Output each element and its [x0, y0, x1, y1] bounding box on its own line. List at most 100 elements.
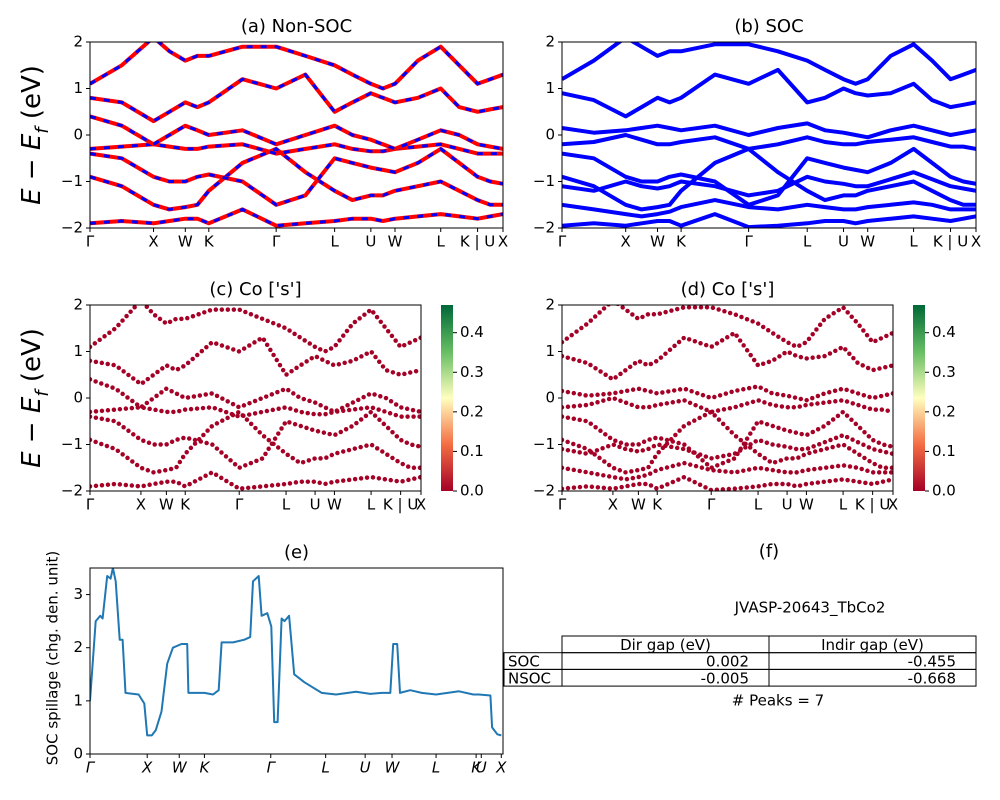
panel-title: (d) Co ['s']: [681, 279, 775, 300]
table-value: -0.005: [701, 669, 749, 687]
band-dots: [90, 334, 421, 387]
x-tick-label: X: [141, 759, 153, 777]
plot-area: [90, 305, 421, 491]
panel-title: (f): [759, 541, 779, 562]
y-tick-label: −2: [533, 219, 555, 237]
x-tick-label: L: [437, 233, 446, 251]
band-dots: [90, 305, 421, 354]
colorbar-tick-label: 0.4: [460, 323, 484, 341]
colorbar-tick-label: 0.3: [460, 363, 484, 381]
y-axis-label-part: E − E: [17, 133, 47, 205]
x-tick-label: U: [782, 496, 793, 514]
y-tick-label: 2: [73, 296, 83, 314]
x-tick-label: W: [327, 496, 342, 514]
colorbar: [913, 305, 925, 491]
x-tick-label: X: [888, 496, 898, 514]
y-tick-label: −2: [61, 219, 83, 237]
x-tick-label: L: [330, 233, 339, 251]
colorbar: [441, 305, 453, 491]
band-dots: [562, 474, 893, 491]
y-tick-label: 2: [545, 296, 555, 314]
table-value: -0.455: [908, 653, 956, 671]
band-dots: [90, 404, 421, 419]
y-tick-label: 1: [545, 342, 555, 360]
x-tick-label: X: [608, 496, 618, 514]
x-tick-label: L: [282, 496, 291, 514]
x-tick-label: K | U: [460, 233, 495, 251]
y-tick-label: 2: [73, 33, 83, 51]
table-value: -0.668: [908, 669, 956, 687]
band-dots: [562, 408, 893, 471]
x-tick-label: W: [799, 496, 814, 514]
y-tick-label: 0: [73, 126, 83, 144]
x-tick-label: U: [838, 233, 849, 251]
y-tick-label: −2: [61, 482, 83, 500]
x-tick-label: L: [803, 233, 812, 251]
panel-title: (e): [284, 542, 309, 563]
band-dots: [90, 469, 421, 491]
band-line: [90, 114, 503, 151]
table-header: Dir gap (eV): [620, 636, 711, 654]
x-tick-label: U: [360, 759, 371, 777]
axes-frame: [89, 304, 422, 492]
y-tick-label: 2: [545, 33, 555, 51]
panel-title: (a) Non-SOC: [241, 16, 352, 37]
band-dash: [90, 207, 503, 228]
y-axis-label: E − Ef (eV): [17, 328, 53, 468]
x-tick-label: Γ: [272, 233, 281, 251]
panel-title: (c) Co ['s']: [209, 279, 301, 300]
x-tick-label: Γ: [86, 759, 96, 777]
x-tick-label: K: [199, 759, 210, 777]
x-tick-label: K: [676, 233, 687, 251]
band-line: [90, 72, 503, 124]
x-tick-label: K | U: [933, 233, 968, 251]
band-line: [562, 146, 976, 212]
band-line: [90, 42, 503, 91]
y-tick-label: 1: [73, 79, 83, 97]
y-tick-label: 1: [545, 79, 555, 97]
x-tick-label: X: [136, 496, 146, 514]
band-dots: [562, 432, 893, 461]
x-tick-label: W: [860, 233, 875, 251]
band-line: [90, 146, 503, 207]
x-tick-label: Γ: [558, 496, 567, 514]
band-dash: [90, 142, 503, 156]
colorbar-tick-label: 0.1: [460, 442, 484, 460]
x-tick-label: L: [754, 496, 763, 514]
x-tick-label: Γ: [707, 496, 716, 514]
y-axis-label: E − Ef (eV): [17, 65, 53, 205]
y-tick-label: −1: [533, 435, 555, 453]
table-value: 0.002: [706, 653, 749, 671]
colorbar-tick-label: 0.4: [932, 323, 956, 341]
x-tick-label: L: [321, 759, 329, 777]
y-axis-label-part: f: [32, 388, 53, 397]
x-tick-label: K | U: [383, 496, 418, 514]
band-dots: [90, 409, 421, 475]
table-cell: [768, 668, 977, 687]
band-line: [562, 42, 976, 86]
band-line: [562, 121, 976, 140]
x-tick-label: X: [495, 759, 507, 777]
table-row-label: NSOC: [508, 669, 551, 687]
x-tick-label: W: [178, 233, 193, 251]
colorbar-tick-label: 0.2: [460, 402, 484, 420]
x-tick-label: W: [172, 759, 188, 777]
band-line: [562, 212, 976, 228]
table-header: Indir gap (eV): [821, 636, 924, 654]
x-tick-label: L: [432, 759, 440, 777]
y-tick-label: 0: [73, 389, 83, 407]
table-name: JVASP-20643_TbCo2: [734, 599, 886, 618]
band-dots: [90, 377, 421, 415]
x-tick-label: X: [971, 233, 981, 251]
colorbar-tick-label: 0.3: [932, 363, 956, 381]
y-tick-label: 2: [73, 638, 83, 656]
x-tick-label: Γ: [267, 759, 277, 777]
plot-area: [90, 568, 502, 737]
y-tick-label: 1: [73, 342, 83, 360]
x-tick-label: L: [367, 496, 376, 514]
band-dots: [562, 460, 893, 482]
y-axis-label-part: E − E: [17, 396, 47, 468]
x-tick-label: Γ: [86, 496, 95, 514]
band-dash: [90, 72, 503, 123]
